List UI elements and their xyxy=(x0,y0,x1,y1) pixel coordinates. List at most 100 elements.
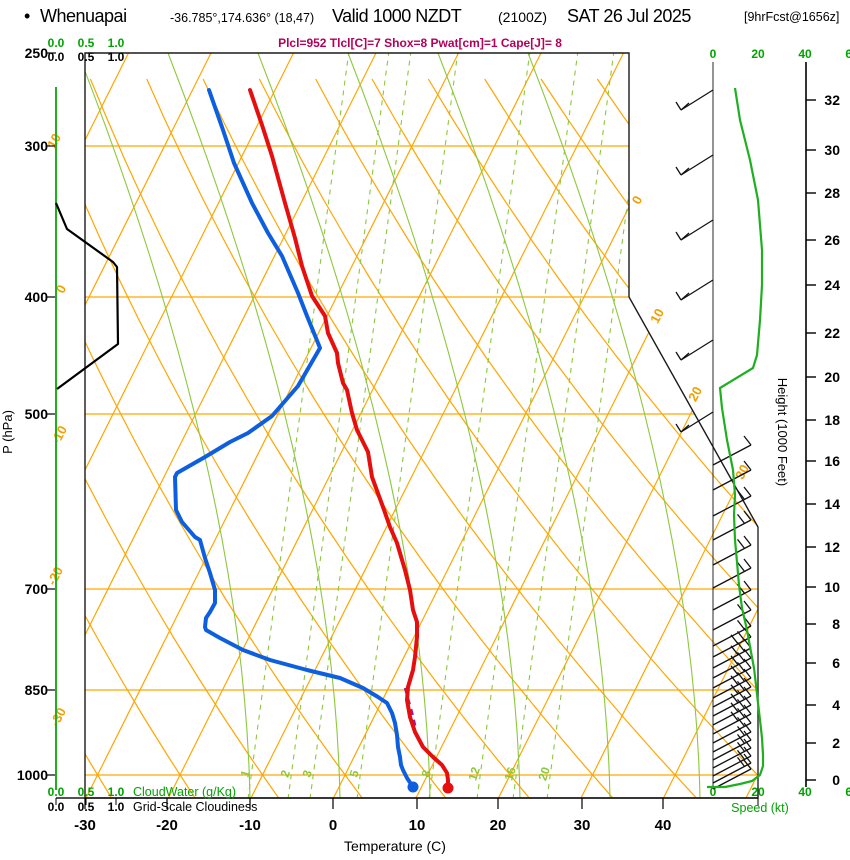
wind-barb-feather xyxy=(736,620,746,630)
dry-adiabat-line xyxy=(85,78,197,798)
wind-barb-feather xyxy=(736,490,746,500)
temperature-tick-label: -10 xyxy=(239,817,261,834)
height-tick-label: 32 xyxy=(824,92,840,108)
mixing-ratio-line xyxy=(512,53,615,798)
wind-barb-feather xyxy=(736,652,746,662)
wind-barb-feather xyxy=(736,699,746,709)
valid-time: Valid 1000 NZDT xyxy=(332,6,462,26)
temperature-tick-label: 30 xyxy=(574,817,591,834)
speed-tick-label-bottom: 40 xyxy=(798,785,812,799)
wind-barb-feather xyxy=(736,750,746,760)
isotherm-label: 10 xyxy=(647,306,667,326)
wind-barb-feather xyxy=(675,351,682,361)
wind-barb-feather xyxy=(743,600,752,611)
cloudwater-scale-label: 0.0 xyxy=(48,36,65,50)
mixing-ratio-label: 3 xyxy=(300,768,315,779)
moist-adiabat-line xyxy=(527,53,701,798)
surface-dewpoint-dot xyxy=(407,781,419,793)
cloudwater-scale-label: 0.5 xyxy=(78,785,95,799)
wind-barb-feather xyxy=(736,681,746,691)
cloudiness-scale-label: 0.0 xyxy=(48,800,65,814)
wind-barb-feather xyxy=(680,292,690,301)
cloudwater-scale-label: 0.5 xyxy=(78,36,95,50)
temperature-axis-title: Temperature (C) xyxy=(344,838,446,854)
dry-adiabat-line xyxy=(258,78,758,798)
moist-adiabat-line xyxy=(167,53,341,798)
pressure-axis-title: P (hPa) xyxy=(0,410,15,454)
wind-barb xyxy=(712,762,752,784)
isotherm-line xyxy=(662,53,758,798)
wind-barbs xyxy=(675,62,752,790)
cloudwater-scale-label: 1.0 xyxy=(108,785,125,799)
wind-barb-feather xyxy=(675,423,682,433)
mixing-ratio-label: 5 xyxy=(347,768,362,779)
wind-barb-feather xyxy=(675,291,682,301)
wind-barb xyxy=(712,739,752,761)
temperature-trace xyxy=(248,88,450,788)
wind-barb-feather xyxy=(743,648,752,659)
stability-params: Plcl=952 Tlcl[C]=7 Shox=8 Pwat[cm]=1 Cap… xyxy=(278,36,562,50)
wind-barb xyxy=(712,722,752,744)
wind-barb-feather xyxy=(730,693,739,704)
wind-barb-feather xyxy=(736,757,746,767)
height-tick-label: 26 xyxy=(824,232,840,248)
isotherm-line xyxy=(85,53,460,798)
wind-barb-feather xyxy=(736,717,746,727)
cloudiness-scale-label: 0.5 xyxy=(78,800,95,814)
wind-barb-feather xyxy=(743,510,752,521)
height-tick-label: 2 xyxy=(832,735,840,751)
dry-adiabat-line xyxy=(89,78,531,798)
wind-barb xyxy=(712,731,752,753)
wind-barb-feather xyxy=(680,102,690,111)
wind-barb-feather xyxy=(736,514,746,524)
pressure-tick-label: 850 xyxy=(25,682,49,698)
wind-barb-feather xyxy=(730,655,739,666)
temperature-tick-label: -30 xyxy=(74,817,96,834)
height-tick-label: 20 xyxy=(824,369,840,385)
temperature-tick-label: 40 xyxy=(655,817,672,834)
wind-barb xyxy=(680,339,714,361)
mixing-ratio-label: 20 xyxy=(535,765,553,782)
wind-barb-feather xyxy=(736,631,746,641)
height-tick-label: 8 xyxy=(832,616,840,632)
speed-tick-label-top: 40 xyxy=(798,47,812,61)
wind-barb-feather xyxy=(743,704,752,715)
pressure-tick-label: 300 xyxy=(25,138,49,154)
wind-barb xyxy=(712,677,752,699)
title-bar: • Whenuapai -36.785°,174.636° (18,47) Va… xyxy=(0,4,850,34)
wind-barb-feather xyxy=(743,486,752,497)
cloud-scales-top: 0.0 0.5 1.0 0.0 0.5 1.0 xyxy=(48,36,125,64)
dry-adiabat-line xyxy=(540,78,758,798)
mixing-ratio-label: 16 xyxy=(501,765,519,782)
wind-barb-feather xyxy=(743,722,752,733)
temperature-tick-label: 10 xyxy=(409,817,426,834)
height-tick-label: 14 xyxy=(824,496,840,512)
moist-adiabat-line xyxy=(437,53,611,798)
mixing-ratio-label: 1 xyxy=(238,768,253,779)
height-tick-label: 12 xyxy=(824,539,840,555)
height-tick-label: 6 xyxy=(832,655,840,671)
speed-axis: 00202040406060Speed (kt) xyxy=(710,47,850,815)
wind-barb-feather xyxy=(736,642,746,652)
wind-barb xyxy=(712,544,752,566)
wind-barb-feather xyxy=(736,742,746,752)
wind-barb xyxy=(712,747,752,769)
temperature-tick-label: 0 xyxy=(329,817,337,834)
isotherm-label: 20 xyxy=(685,384,705,404)
wind-barb-feather xyxy=(730,711,739,722)
pressure-tick-label: 250 xyxy=(25,45,49,61)
mixing-ratio-line xyxy=(287,53,390,798)
moist-adiabat-line xyxy=(257,53,431,798)
temperature-tick-label: 20 xyxy=(490,817,507,834)
isotherm-line xyxy=(249,53,625,798)
isotherm-line xyxy=(85,53,212,798)
adiabat-label: -10 xyxy=(48,423,70,447)
wind-barb-feather xyxy=(675,231,682,241)
parcel-path xyxy=(403,687,418,731)
speed-tick-label-bottom: 60 xyxy=(845,785,850,799)
wind-barb-feather xyxy=(680,424,690,433)
height-tick-label: 4 xyxy=(832,697,840,713)
wind-barb-feather xyxy=(743,535,752,546)
wind-barb-feather xyxy=(675,166,682,176)
height-tick-label: 28 xyxy=(824,185,840,201)
